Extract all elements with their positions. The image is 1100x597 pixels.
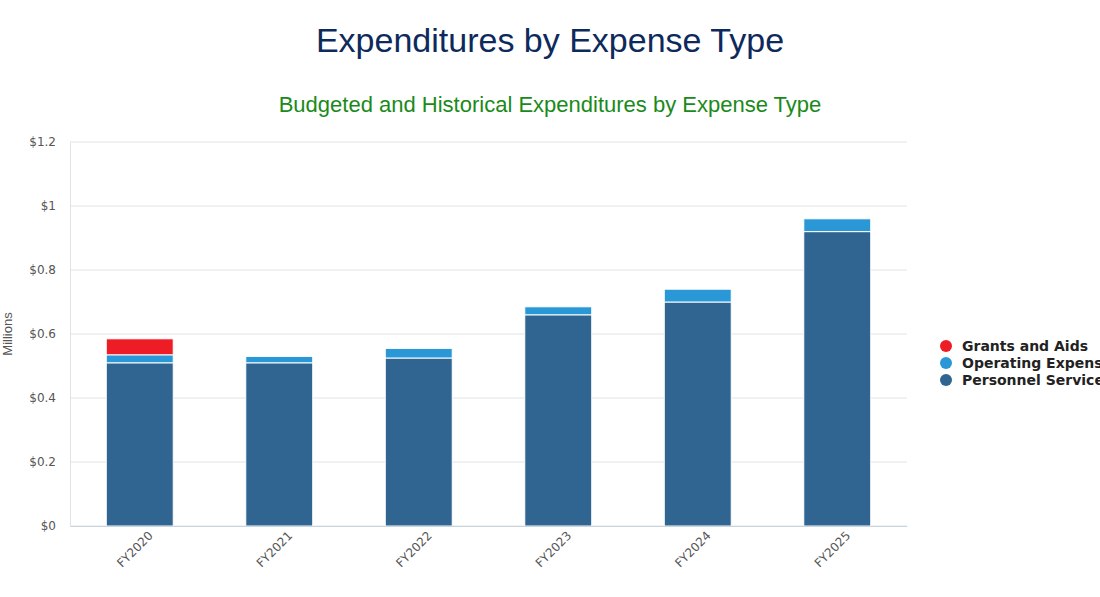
bar-segment [525, 315, 592, 526]
bar-segment [804, 218, 871, 219]
y-tick: $0.2 [29, 455, 70, 469]
x-tick-label: FY2024 [672, 529, 714, 571]
legend: Grants and AidsOperating ExpensesPersonn… [940, 338, 1100, 388]
title: Expenditures by Expense Type [316, 21, 784, 59]
y-tick-label: $1.2 [29, 135, 56, 149]
y-tick: $0.4 [29, 391, 70, 405]
grid [70, 142, 907, 526]
y-tick: $1 [41, 199, 70, 213]
x-axis: FY2020 FY2021 FY2022 FY2023 FY2024 FY2025 [71, 526, 908, 570]
bar-segment [385, 358, 452, 526]
grid-line [70, 398, 907, 399]
y-axis-title: Millions [0, 312, 15, 356]
y-tick: $0.8 [29, 263, 70, 277]
x-tick: FY2024 [672, 526, 714, 570]
bar-segment [804, 219, 871, 232]
y-tick: $1.2 [29, 135, 70, 149]
y-tick: $0.6 [29, 327, 70, 341]
bar-segment [246, 356, 313, 362]
legend-swatch [940, 357, 952, 369]
x-tick-label: FY2022 [393, 529, 435, 571]
y-axis: $0 $0.2 $0.4 $0.6 $0.8 $1 $1.2 [29, 135, 70, 533]
bar-segment [664, 289, 731, 290]
x-tick-label: FY2025 [812, 529, 854, 571]
y-tick-label: $0.6 [29, 327, 56, 341]
bars [106, 219, 870, 526]
grid-line [70, 526, 907, 527]
grid-line [70, 462, 907, 463]
y-tick-label: $0.8 [29, 263, 56, 277]
legend-label: Grants and Aids [962, 338, 1088, 354]
chart: Expenditures by Expense Type Budgeted and… [0, 0, 1100, 597]
legend-item: Grants and Aids [940, 338, 1088, 354]
y-tick-label: $0.4 [29, 391, 56, 405]
bar-segment [664, 302, 731, 526]
legend-item: Operating Expenses [940, 355, 1100, 371]
x-axis-line [71, 526, 908, 527]
bar-segment [385, 348, 452, 349]
legend-item: Personnel Services [940, 372, 1100, 388]
bar-segment [804, 232, 871, 526]
y-tick-label: $0 [41, 519, 56, 533]
y-tick: $0 [41, 519, 70, 533]
y-axis-line [70, 143, 71, 527]
bar-segment [106, 363, 173, 526]
bar-segment [246, 363, 313, 526]
bar-segment [664, 289, 731, 302]
bar-segment [525, 306, 592, 307]
x-tick-label: FY2021 [254, 529, 296, 571]
legend-swatch [940, 374, 952, 386]
x-tick: FY2020 [114, 526, 156, 570]
bar-segment [106, 339, 173, 355]
x-tick-label: FY2023 [533, 529, 575, 571]
legend-label: Operating Expenses [962, 355, 1100, 371]
legend-label: Personnel Services [962, 372, 1100, 388]
y-tick-label: $0.2 [29, 455, 56, 469]
x-tick: FY2022 [393, 526, 435, 570]
grid-line [70, 206, 907, 207]
y-tick-label: $1 [41, 199, 56, 213]
subtitle: Budgeted and Historical Expenditures by … [279, 92, 822, 117]
plot: $0$0.2$0.4$0.6$0.8$1$1.2FY2020FY2021FY20… [29, 135, 907, 570]
x-tick: FY2021 [254, 526, 296, 570]
x-tick: FY2025 [812, 526, 854, 570]
grid-line [70, 270, 907, 271]
bar-segment [385, 348, 452, 358]
x-tick-label: FY2020 [114, 529, 156, 571]
legend-swatch [940, 340, 952, 352]
bar-segment [246, 356, 313, 357]
grid-line [70, 334, 907, 335]
x-tick: FY2023 [533, 526, 575, 570]
grid-line [70, 142, 907, 143]
bar-segment [525, 307, 592, 315]
bar-segment [106, 355, 173, 363]
